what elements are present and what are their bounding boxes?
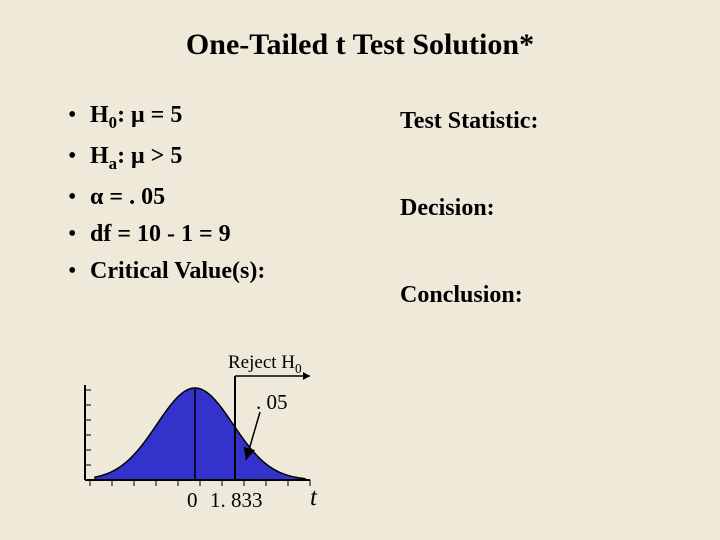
- axis-zero-label: 0: [187, 488, 198, 513]
- left-column: H0: μ = 5 Ha: μ > 5 α = . 05 df = 10 - 1…: [40, 102, 400, 369]
- decision-heading: Decision:: [400, 195, 680, 222]
- right-column: Test Statistic: Decision: Conclusion:: [400, 102, 680, 369]
- bullet-critical: Critical Value(s):: [90, 258, 400, 285]
- bullet-alpha: α = . 05: [90, 184, 400, 211]
- test-statistic-heading: Test Statistic:: [400, 108, 680, 135]
- alpha-value-label: . 05: [256, 390, 288, 415]
- slide-title: One-Tailed t Test Solution*: [0, 0, 720, 62]
- bullet-df: df = 10 - 1 = 9: [90, 221, 400, 248]
- content-area: H0: μ = 5 Ha: μ > 5 α = . 05 df = 10 - 1…: [0, 62, 720, 369]
- conclusion-heading: Conclusion:: [400, 282, 680, 309]
- axis-t-label: t: [310, 484, 317, 512]
- bullet-list: H0: μ = 5 Ha: μ > 5 α = . 05 df = 10 - 1…: [90, 102, 400, 285]
- distribution-chart: Reject H0 . 05 0 1. 833 t: [60, 360, 360, 520]
- bullet-h0: H0: μ = 5: [90, 102, 400, 133]
- bullet-ha: Ha: μ > 5: [90, 143, 400, 174]
- axis-critical-label: 1. 833: [210, 488, 263, 513]
- reject-h0-label: Reject H0: [228, 352, 302, 377]
